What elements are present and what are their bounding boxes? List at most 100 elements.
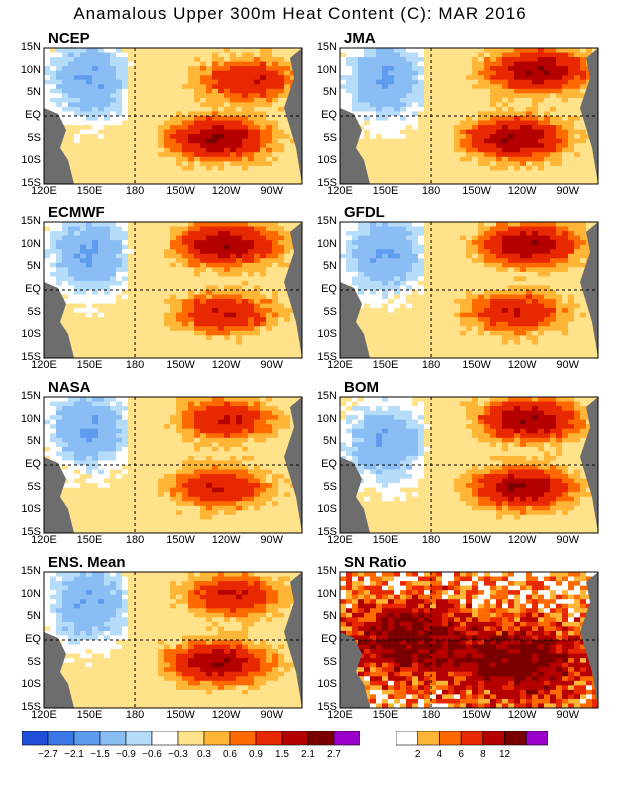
heatmap-cell bbox=[236, 235, 243, 241]
heatmap-cell bbox=[200, 330, 207, 336]
heatmap-cell bbox=[520, 134, 527, 140]
heatmap-cell bbox=[260, 102, 267, 108]
heatmap-cell bbox=[146, 170, 153, 176]
heatmap-cell bbox=[92, 244, 99, 250]
heatmap-cell bbox=[418, 106, 425, 112]
heatmap-cell bbox=[538, 308, 545, 314]
heatmap-cell bbox=[164, 106, 171, 112]
heatmap-cell bbox=[430, 226, 437, 232]
heatmap-cell bbox=[580, 321, 587, 327]
heatmap-cell bbox=[394, 326, 401, 332]
heatmap-cell bbox=[248, 48, 255, 53]
heatmap-cell bbox=[140, 174, 147, 180]
heatmap-cell bbox=[44, 253, 51, 259]
heatmap-cell bbox=[206, 335, 213, 341]
heatmap-cell bbox=[236, 276, 243, 282]
heatmap-cell bbox=[230, 312, 237, 318]
heatmap-cell bbox=[412, 116, 419, 121]
heatmap-cell bbox=[358, 222, 365, 227]
heatmap-cell bbox=[260, 48, 267, 53]
heatmap-cell bbox=[206, 276, 213, 282]
heatmap-cell bbox=[152, 330, 159, 336]
heatmap-cell bbox=[110, 52, 117, 58]
heatmap-cell bbox=[430, 156, 437, 162]
heatmap-cell bbox=[556, 120, 563, 126]
heatmap-cell bbox=[496, 102, 503, 108]
heatmap-cell bbox=[424, 312, 431, 318]
heatmap-cell bbox=[364, 93, 371, 99]
heatmap-cell bbox=[140, 52, 147, 58]
heatmap-cell bbox=[370, 79, 377, 85]
heatmap-cell bbox=[266, 276, 273, 282]
heatmap-cell bbox=[496, 84, 503, 90]
heatmap-cell bbox=[116, 276, 123, 282]
heatmap-cell bbox=[200, 353, 207, 359]
heatmap-cell bbox=[520, 317, 527, 323]
heatmap-cell bbox=[490, 61, 497, 67]
heatmap-cell bbox=[514, 179, 521, 185]
heatmap-cell bbox=[514, 226, 521, 232]
heatmap-cell bbox=[278, 312, 285, 318]
heatmap-cell bbox=[406, 79, 413, 85]
heatmap-cell bbox=[104, 138, 111, 144]
heatmap-cell bbox=[430, 129, 437, 135]
y-tick-label: 15N bbox=[316, 41, 337, 53]
heatmap-cell bbox=[206, 134, 213, 140]
heatmap-cell bbox=[400, 235, 407, 241]
heatmap-cell bbox=[158, 138, 165, 144]
heatmap-cell bbox=[454, 147, 461, 153]
heatmap-cell bbox=[122, 271, 129, 277]
heatmap-cell bbox=[436, 88, 443, 94]
heatmap-cell bbox=[182, 317, 189, 323]
y-tick-label: 15S bbox=[21, 177, 41, 189]
heatmap-cell bbox=[182, 226, 189, 232]
heatmap-cell bbox=[352, 48, 359, 53]
heatmap-cell bbox=[86, 161, 93, 167]
heatmap-cell bbox=[218, 120, 225, 126]
heatmap-cell bbox=[358, 93, 365, 99]
heatmap-cell bbox=[364, 111, 371, 117]
heatmap-cell bbox=[580, 165, 587, 171]
heatmap-cell bbox=[544, 48, 551, 53]
heatmap-cell bbox=[152, 303, 159, 309]
heatmap-cell bbox=[62, 88, 69, 94]
heatmap-cell bbox=[122, 125, 129, 130]
heatmap-cell bbox=[370, 312, 377, 318]
heatmap-cell bbox=[104, 253, 111, 259]
heatmap-cell bbox=[454, 294, 461, 300]
heatmap-cell bbox=[140, 258, 147, 264]
heatmap-cell bbox=[376, 290, 383, 295]
heatmap-cell bbox=[116, 321, 123, 327]
heatmap-cell bbox=[364, 75, 371, 81]
heatmap-cell bbox=[128, 253, 135, 259]
heatmap-cell bbox=[278, 294, 285, 300]
heatmap-cell bbox=[212, 290, 219, 295]
heatmap-cell bbox=[430, 116, 437, 121]
heatmap-cell bbox=[466, 66, 473, 72]
heatmap-cell bbox=[520, 170, 527, 176]
heatmap-cell bbox=[218, 249, 225, 255]
heatmap-cell bbox=[448, 240, 455, 246]
heatmap-cell bbox=[526, 317, 533, 323]
heatmap-cell bbox=[436, 70, 443, 76]
heatmap-cell bbox=[364, 57, 371, 62]
heatmap-cell bbox=[382, 138, 389, 144]
heatmap-cell bbox=[388, 179, 395, 185]
heatmap-cell bbox=[158, 88, 165, 94]
heatmap-cell bbox=[382, 317, 389, 323]
heatmap-cell bbox=[388, 271, 395, 277]
heatmap-cell bbox=[388, 174, 395, 180]
heatmap-cell bbox=[260, 299, 267, 304]
heatmap-cell bbox=[448, 66, 455, 72]
heatmap-cell bbox=[140, 303, 147, 309]
heatmap-cell bbox=[290, 75, 297, 81]
heatmap-cell bbox=[62, 271, 69, 277]
heatmap-cell bbox=[98, 226, 105, 232]
heatmap-cell bbox=[266, 143, 273, 149]
heatmap-cell bbox=[556, 70, 563, 76]
heatmap-cell bbox=[110, 294, 117, 300]
heatmap-cell bbox=[284, 267, 291, 273]
heatmap-cell bbox=[56, 57, 63, 62]
heatmap-cell bbox=[290, 48, 297, 53]
heatmap-cell bbox=[158, 143, 165, 149]
